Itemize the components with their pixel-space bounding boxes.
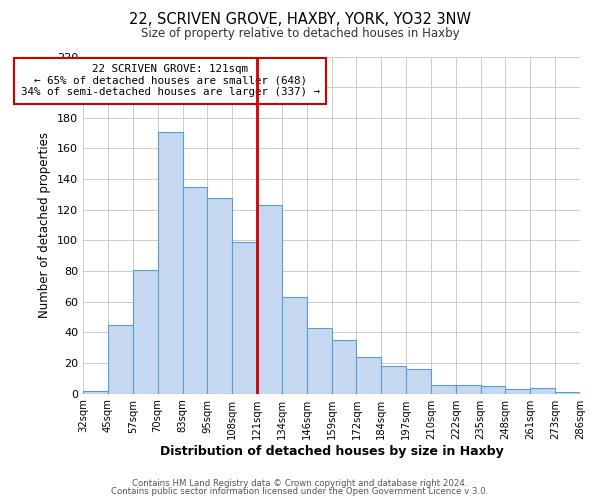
- Bar: [282, 297, 307, 394]
- Text: 22 SCRIVEN GROVE: 121sqm
← 65% of detached houses are smaller (648)
34% of semi-: 22 SCRIVEN GROVE: 121sqm ← 65% of detach…: [20, 64, 320, 98]
- Bar: [356, 357, 381, 394]
- Bar: [555, 392, 580, 394]
- Bar: [232, 242, 257, 394]
- Bar: [481, 386, 505, 394]
- Bar: [133, 270, 158, 394]
- Text: Contains public sector information licensed under the Open Government Licence v : Contains public sector information licen…: [112, 487, 488, 496]
- Bar: [505, 389, 530, 394]
- Bar: [381, 366, 406, 394]
- Bar: [530, 388, 555, 394]
- Y-axis label: Number of detached properties: Number of detached properties: [38, 132, 52, 318]
- X-axis label: Distribution of detached houses by size in Haxby: Distribution of detached houses by size …: [160, 444, 503, 458]
- Bar: [83, 390, 108, 394]
- Bar: [257, 205, 282, 394]
- Bar: [332, 340, 356, 394]
- Bar: [456, 384, 481, 394]
- Bar: [208, 198, 232, 394]
- Bar: [406, 369, 431, 394]
- Text: 22, SCRIVEN GROVE, HAXBY, YORK, YO32 3NW: 22, SCRIVEN GROVE, HAXBY, YORK, YO32 3NW: [129, 12, 471, 28]
- Bar: [307, 328, 332, 394]
- Bar: [431, 384, 456, 394]
- Text: Size of property relative to detached houses in Haxby: Size of property relative to detached ho…: [140, 28, 460, 40]
- Bar: [158, 132, 182, 394]
- Bar: [108, 324, 133, 394]
- Text: Contains HM Land Registry data © Crown copyright and database right 2024.: Contains HM Land Registry data © Crown c…: [132, 478, 468, 488]
- Bar: [182, 187, 208, 394]
